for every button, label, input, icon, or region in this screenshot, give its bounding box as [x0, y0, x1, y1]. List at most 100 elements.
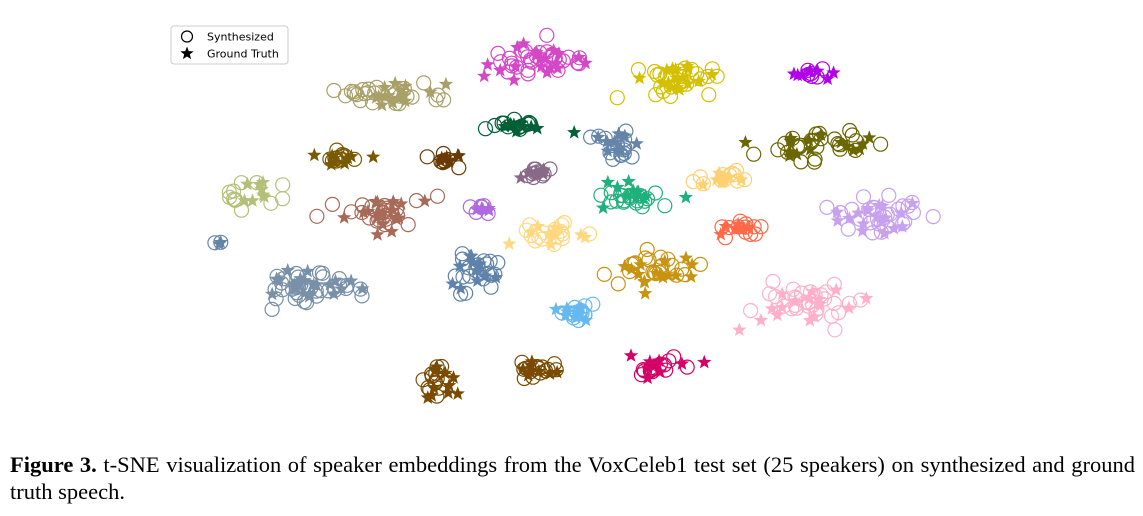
ground-truth-point: [859, 290, 874, 305]
synthesized-point: [436, 92, 452, 108]
speaker-cluster: [548, 296, 601, 329]
ground-truth-point: [442, 152, 457, 167]
ground-truth-point: [237, 193, 252, 207]
ground-truth-point: [465, 255, 480, 269]
ground-truth-point: [637, 274, 652, 289]
ground-truth-point: [548, 301, 564, 316]
synthesized-point: [701, 87, 717, 103]
ground-truth-point: [632, 70, 647, 85]
synthesized-point: [416, 75, 432, 91]
speaker-cluster: [307, 142, 381, 171]
ground-truth-point: [740, 220, 755, 234]
ground-truth-point: [531, 363, 546, 378]
ground-truth-point: [441, 385, 456, 399]
ground-truth-point: [787, 293, 803, 308]
ground-truth-point: [802, 63, 818, 77]
synthesized-point: [400, 217, 416, 233]
synthesized-point: [352, 281, 369, 297]
synthesized-point: [419, 149, 435, 165]
ground-truth-point: [621, 173, 636, 188]
ground-truth-point: [502, 236, 517, 250]
ground-truth-point: [393, 83, 408, 97]
ground-truth-point: [640, 370, 655, 385]
speaker-cluster: [462, 198, 497, 222]
ground-truth-point: [469, 202, 484, 216]
ground-truth-point: [878, 210, 893, 224]
speaker-cluster: [477, 27, 593, 87]
ground-truth-point: [516, 36, 531, 50]
ground-truth-point: [530, 120, 545, 135]
synthesized-point: [429, 188, 446, 204]
ground-truth-point: [497, 119, 512, 133]
synthesized-point: [490, 45, 506, 62]
ground-truth-point: [369, 209, 384, 224]
ground-truth-point: [619, 188, 635, 202]
ground-truth-point: [846, 142, 861, 157]
ground-truth-point: [617, 259, 632, 273]
ground-truth-point: [307, 147, 322, 162]
synthesized-point: [657, 198, 673, 214]
ground-truth-point: [334, 281, 349, 295]
ground-truth-point: [442, 378, 457, 392]
speaker-cluster: [738, 122, 889, 170]
synthesized-point: [324, 196, 340, 212]
ground-truth-point: [385, 202, 401, 217]
ground-truth-point: [829, 282, 844, 297]
ground-truth-point: [633, 257, 648, 271]
ground-truth-point: [546, 43, 561, 57]
ground-truth-point: [528, 47, 544, 61]
ground-truth-point: [734, 172, 749, 186]
ground-truth-point: [524, 354, 540, 368]
ground-truth-point: [429, 359, 444, 373]
ground-truth-point: [664, 79, 679, 94]
ground-truth-point: [471, 257, 486, 272]
ground-truth-point: [297, 273, 312, 287]
ground-truth-point: [398, 93, 413, 108]
ground-truth-point: [905, 195, 920, 210]
ground-truth-point: [674, 356, 690, 370]
ground-truth-point: [877, 225, 892, 240]
ground-truth-point: [812, 296, 827, 311]
ground-truth-point: [855, 223, 870, 238]
ground-truth-point: [510, 39, 525, 54]
caption-text: t-SNE visualization of speaker embedding…: [10, 452, 1135, 504]
ground-truth-point: [453, 280, 468, 295]
ground-truth-point: [653, 364, 668, 379]
synthesized-point: [610, 276, 626, 292]
speaker-cluster: [596, 241, 709, 300]
ground-truth-point: [506, 72, 522, 87]
ground-truth-point: [371, 88, 386, 103]
ground-truth-point: [629, 136, 644, 150]
ground-truth-point: [599, 134, 615, 148]
speaker-cluster: [445, 246, 506, 302]
synthesized-point: [451, 160, 467, 176]
synthesized-point: [855, 189, 872, 205]
synthesized-point: [806, 154, 823, 170]
ground-truth-point: [655, 76, 671, 90]
ground-truth-point: [895, 219, 910, 233]
ground-truth-point: [550, 60, 565, 75]
caption-label: Figure 3.: [10, 452, 97, 477]
ground-truth-point: [713, 226, 728, 241]
ground-truth-point: [856, 216, 871, 231]
ground-truth-point: [611, 126, 626, 140]
ground-truth-point: [722, 169, 737, 184]
ground-truth-point: [550, 364, 565, 379]
ground-truth-point: [577, 229, 593, 244]
ground-truth-point: [287, 277, 302, 291]
ground-truth-point: [543, 60, 558, 75]
synthesized-point: [826, 295, 842, 311]
ground-truth-point: [386, 194, 401, 208]
synthesized-point: [556, 215, 573, 231]
synthesized-point: [585, 296, 601, 312]
ground-truth-point: [366, 149, 381, 164]
ground-truth-point: [438, 76, 454, 91]
synthesized-point: [483, 279, 499, 295]
ground-truth-point: [648, 357, 664, 371]
synthesized-point: [520, 66, 536, 82]
synthesized-point: [653, 249, 669, 265]
ground-truth-point: [508, 59, 523, 73]
ground-truth-point: [872, 197, 887, 212]
synthesized-point: [746, 146, 762, 162]
ground-truth-point: [841, 300, 857, 315]
